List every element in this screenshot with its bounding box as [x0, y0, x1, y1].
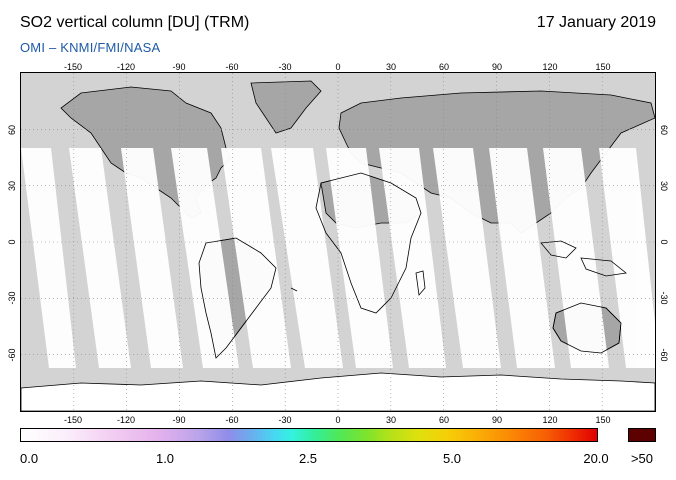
colorbar-label: 5.0	[442, 451, 462, 466]
lat-tick-left: 60	[7, 124, 17, 136]
data-credit: OMI – KNMI/FMI/NASA	[20, 40, 161, 55]
lon-tick-top: 90	[491, 62, 503, 72]
so2-map	[20, 72, 656, 412]
graticule	[21, 73, 655, 411]
lat-tick-left: -30	[7, 291, 17, 305]
lon-tick-bottom: -150	[63, 415, 83, 425]
lon-tick-top: -90	[172, 62, 186, 72]
lon-tick-top: 60	[438, 62, 450, 72]
lon-tick-top: 30	[385, 62, 397, 72]
lat-tick-right: 0	[659, 239, 669, 245]
lon-tick-bottom: -60	[225, 415, 239, 425]
lat-tick-left: -60	[7, 348, 17, 362]
orbit-swaths	[21, 148, 655, 368]
lat-tick-left: 0	[7, 239, 17, 245]
colorbar-label: 2.5	[298, 451, 318, 466]
lon-tick-top: 120	[542, 62, 558, 72]
lon-tick-bottom: 30	[385, 415, 397, 425]
lon-tick-top: -60	[225, 62, 239, 72]
lon-tick-bottom: 60	[438, 415, 450, 425]
lon-tick-top: 0	[335, 62, 341, 72]
lon-tick-bottom: 150	[595, 415, 611, 425]
lon-tick-bottom: 0	[335, 415, 341, 425]
lon-tick-bottom: -120	[116, 415, 136, 425]
map-canvas	[21, 73, 655, 411]
lon-tick-bottom: -30	[278, 415, 292, 425]
lon-tick-top: -120	[116, 62, 136, 72]
lat-tick-right: -60	[659, 348, 669, 362]
lon-tick-top: -150	[63, 62, 83, 72]
colorbar-label: 20.0	[583, 451, 609, 466]
lon-tick-top: 150	[595, 62, 611, 72]
lat-tick-right: -30	[659, 291, 669, 305]
lon-tick-bottom: 90	[491, 415, 503, 425]
lon-tick-bottom: -90	[172, 415, 186, 425]
colorbar-label: >50	[630, 451, 654, 466]
map-title: SO2 vertical column [DU] (TRM)	[20, 14, 250, 31]
colorbar-label: 1.0	[155, 451, 175, 466]
lat-tick-left: 30	[7, 180, 17, 192]
lon-tick-top: -30	[278, 62, 292, 72]
so2-colorbar	[20, 428, 598, 442]
map-date: 17 January 2019	[536, 14, 656, 31]
lat-tick-right: 60	[659, 124, 669, 136]
lon-tick-bottom: 120	[542, 415, 558, 425]
colorbar-label: 0.0	[20, 451, 39, 466]
lat-tick-right: 30	[659, 180, 669, 192]
colorbar-over-swatch	[628, 428, 656, 442]
